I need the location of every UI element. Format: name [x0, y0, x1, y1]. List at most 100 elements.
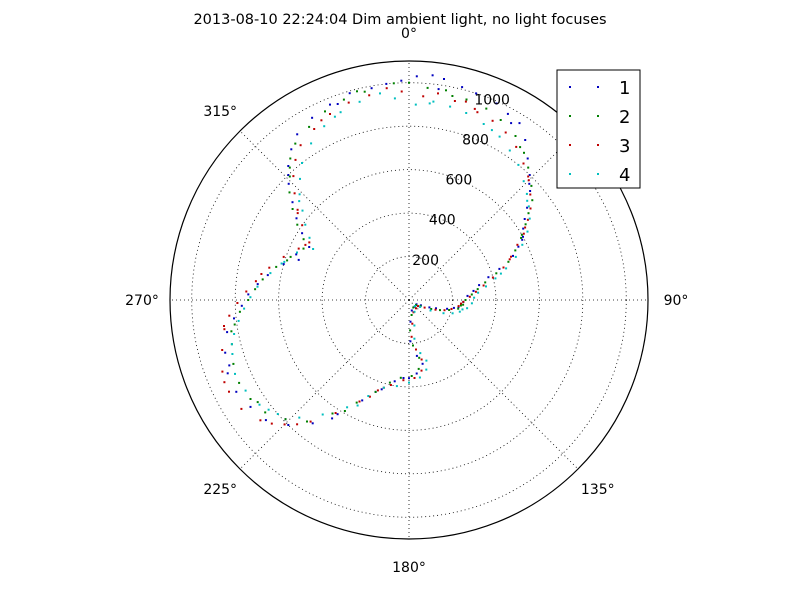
data-point: [342, 98, 345, 101]
data-point: [293, 192, 296, 195]
data-point: [320, 119, 323, 122]
data-point: [296, 251, 298, 254]
data-point: [487, 276, 490, 279]
data-point: [474, 290, 477, 293]
data-point: [426, 86, 429, 89]
data-point: [256, 401, 259, 404]
data-point: [510, 122, 513, 125]
data-point: [294, 158, 297, 161]
data-point: [287, 424, 290, 426]
data-point: [465, 112, 468, 114]
data-point: [268, 266, 271, 269]
data-point: [299, 144, 302, 147]
data-point: [472, 289, 475, 292]
data-point: [297, 258, 300, 261]
data-point: [443, 78, 445, 80]
data-point: [358, 400, 361, 403]
data-point: [462, 303, 465, 306]
data-point: [296, 212, 299, 215]
data-point: [249, 296, 252, 299]
theta-tick-label: 270°: [125, 293, 159, 309]
r-tick-label: 600: [446, 173, 473, 189]
data-point: [446, 307, 449, 310]
data-point: [256, 283, 259, 286]
data-point: [270, 422, 273, 425]
data-point: [240, 304, 243, 307]
data-point: [223, 325, 225, 327]
data-point: [310, 142, 313, 145]
data-point: [385, 87, 388, 90]
data-point: [521, 238, 524, 241]
data-point: [234, 372, 236, 375]
data-point: [238, 310, 241, 313]
data-point: [298, 193, 301, 196]
data-point: [221, 349, 224, 351]
data-point: [458, 310, 461, 313]
data-point: [468, 295, 471, 298]
data-point: [410, 309, 413, 312]
data-point: [515, 145, 518, 148]
data-point: [292, 175, 295, 178]
data-point: [522, 232, 525, 235]
data-point: [524, 139, 527, 141]
data-point: [223, 381, 226, 384]
data-point: [382, 386, 385, 389]
data-point: [235, 390, 238, 393]
data-point: [336, 413, 339, 416]
data-point: [230, 343, 233, 346]
polar-frame: [169, 60, 649, 540]
data-point: [356, 90, 358, 93]
data-point: [301, 162, 303, 164]
data-point: [264, 419, 267, 422]
r-grid-circle: [321, 212, 497, 388]
data-point: [443, 309, 446, 312]
legend-marker: [569, 173, 571, 175]
legend-label: 4: [619, 165, 630, 186]
data-point: [291, 201, 294, 204]
data-point: [368, 94, 371, 97]
data-point: [297, 247, 300, 250]
data-point: [304, 243, 307, 246]
data-point: [264, 411, 267, 414]
data-point: [420, 358, 423, 361]
data-point: [531, 199, 534, 202]
data-point: [522, 180, 525, 183]
data-point: [299, 177, 301, 180]
theta-tick-labels: 0° 90° 135° 180° 225° 270° 315°: [125, 26, 688, 576]
data-point: [413, 337, 416, 340]
data-point: [380, 388, 383, 391]
data-point: [505, 267, 508, 270]
data-point: [266, 274, 269, 277]
theta-tick-label: 225°: [203, 482, 237, 498]
data-point: [275, 265, 278, 268]
legend-label: 2: [619, 107, 630, 128]
data-point: [311, 422, 314, 425]
data-point: [425, 368, 428, 371]
r-tick-label: 200: [412, 253, 439, 269]
data-point: [343, 410, 346, 412]
data-point: [508, 258, 511, 261]
data-point: [306, 420, 308, 423]
data-point: [355, 401, 358, 404]
data-point: [288, 191, 291, 194]
data-point: [358, 100, 361, 103]
data-point: [473, 296, 476, 299]
data-point: [450, 308, 453, 310]
legend-marker: [597, 144, 599, 146]
data-point: [445, 89, 447, 92]
data-point: [258, 403, 261, 406]
data-point: [298, 200, 301, 203]
data-point: [231, 353, 234, 355]
data-point: [449, 105, 452, 108]
data-point: [414, 103, 417, 106]
data-point: [520, 233, 523, 236]
r-grid-circle: [234, 125, 584, 475]
data-point: [524, 223, 527, 226]
data-point: [528, 182, 531, 185]
data-point: [301, 224, 304, 227]
data-point: [228, 364, 231, 367]
r-grid-circle: [191, 82, 627, 518]
data-point: [233, 323, 236, 326]
data-point: [457, 305, 460, 308]
data-point: [499, 119, 502, 121]
